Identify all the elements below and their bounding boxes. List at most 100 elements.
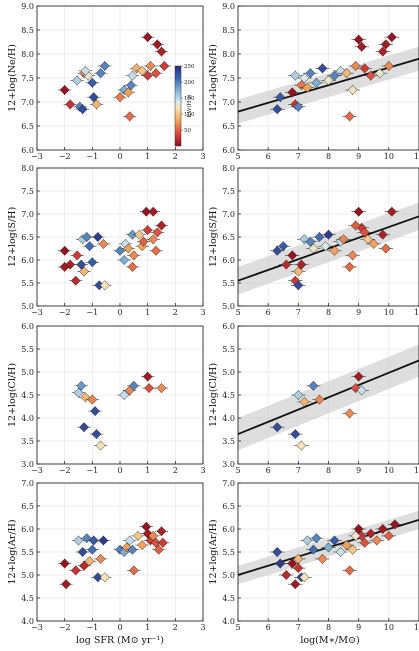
data-point <box>88 92 99 103</box>
data-point <box>91 99 102 110</box>
x-tick-label: 0 <box>117 466 122 475</box>
x-tick-label: 9 <box>356 623 361 632</box>
data-point <box>314 394 325 405</box>
y-tick-label: 5.5 <box>21 279 34 288</box>
x-tick-label: −3 <box>31 466 43 475</box>
data-point <box>152 39 163 50</box>
data-point <box>81 232 92 242</box>
data-point <box>119 255 130 265</box>
data-point <box>72 75 83 86</box>
data-point <box>383 61 394 71</box>
data-point <box>293 553 304 564</box>
colorbar-tick-label: 50 <box>184 128 191 134</box>
fit-line <box>238 215 419 282</box>
data-point <box>99 61 110 71</box>
data-point <box>127 229 138 240</box>
data-point <box>296 440 307 451</box>
data-point <box>84 241 95 252</box>
y-tick-label: 5.0 <box>222 302 235 311</box>
data-point <box>347 85 358 95</box>
y-tick-label: 3.5 <box>21 437 34 446</box>
colorbar-tick-label: 100 <box>184 112 195 118</box>
x-axis-label-left: log SFR (M⊙ yr⁻¹) <box>76 635 164 646</box>
panel-cl-mass: 5 6 7 8 9 10 11 3.0 3.5 4.0 4.5 5.0 5.5 6.0 12+log(Cl/… <box>208 322 419 475</box>
data-point <box>302 82 313 93</box>
data-point <box>296 80 307 91</box>
data-point <box>70 565 81 576</box>
data-point <box>137 540 148 551</box>
data-point <box>308 544 319 555</box>
data-point <box>293 563 304 574</box>
data-point <box>156 46 167 57</box>
y-tick-label: 4.5 <box>21 594 34 603</box>
x-tick-label: 0 <box>117 623 122 632</box>
panel-s-sfr: −3 −2 −1 0 1 2 3 5.0 5.5 6.0 6.5 7.0 7.5 8.0 12+log(S/… <box>7 164 206 317</box>
data-point <box>299 234 310 245</box>
x-tick-label: 2 <box>173 152 178 161</box>
x-tick-label: 11 <box>414 623 419 632</box>
x-tick-label: 7 <box>296 152 301 161</box>
data-point <box>317 553 328 564</box>
data-point <box>151 68 161 79</box>
y-tick-label: 9.0 <box>222 2 235 11</box>
y-axis-label: 12+log(S/H) <box>7 207 18 267</box>
data-point <box>350 61 361 71</box>
y-tick-label: 5.0 <box>222 368 235 377</box>
data-point <box>323 542 334 553</box>
data-point <box>133 530 143 541</box>
y-tick-label: 8.0 <box>21 50 34 59</box>
y-axis-label: 12+log(Ne/H) <box>7 44 18 112</box>
data-point <box>383 530 394 541</box>
y-tick-label: 3.0 <box>222 460 235 469</box>
data-point <box>272 422 283 433</box>
data-point <box>142 371 153 382</box>
y-tick-label: 7.0 <box>21 98 34 107</box>
data-point <box>293 266 304 277</box>
x-axis-label-right: log(M∗/M⊙) <box>300 635 359 646</box>
panel-ne-sfr: −3 −2 −1 0 1 2 3 6.0 6.5 7.0 7.5 8.0 8.5 9.0 12+log(Ne… <box>7 2 206 161</box>
x-tick-label: −3 <box>31 308 43 317</box>
x-tick-label: 8 <box>326 623 331 632</box>
data-point <box>353 524 364 534</box>
data-point <box>377 524 388 534</box>
y-axis-label: 12+log(Ne/H) <box>208 44 219 112</box>
fit-line <box>238 359 419 435</box>
data-point <box>148 234 159 245</box>
data-point <box>377 229 388 240</box>
data-point <box>87 544 98 555</box>
data-point <box>377 46 388 57</box>
data-point <box>134 229 145 240</box>
data-point <box>123 87 134 98</box>
y-tick-label: 9.0 <box>21 2 34 11</box>
y-tick-label: 4.0 <box>222 617 235 626</box>
data-point <box>138 236 149 247</box>
data-point <box>127 261 138 272</box>
data-point <box>365 528 376 539</box>
y-tick-label: 6.5 <box>21 233 34 242</box>
y-axis-label: 12+log(S/H) <box>208 207 219 267</box>
y-axis-label: 12+log(Cl/H) <box>7 363 18 427</box>
x-tick-label: 11 <box>414 152 419 161</box>
x-tick-label: 1 <box>145 466 150 475</box>
data-point <box>353 34 364 45</box>
data-point <box>296 259 307 270</box>
data-point <box>99 280 110 291</box>
y-tick-label: 6.0 <box>222 525 235 534</box>
data-point <box>156 220 167 231</box>
y-tick-label: 8.5 <box>21 26 34 35</box>
data-point <box>153 544 164 555</box>
data-point <box>98 238 109 249</box>
data-point <box>142 528 153 539</box>
data-point <box>323 75 334 86</box>
data-point <box>92 572 103 583</box>
data-point <box>350 383 361 394</box>
data-point <box>115 245 125 256</box>
data-point <box>272 547 283 557</box>
data-point <box>338 234 349 245</box>
data-point <box>299 396 310 407</box>
data-point <box>92 232 103 242</box>
y-tick-label: 7.5 <box>21 74 34 83</box>
data-point <box>142 70 153 81</box>
y-tick-label: 6.0 <box>21 146 34 155</box>
data-point <box>278 241 289 252</box>
